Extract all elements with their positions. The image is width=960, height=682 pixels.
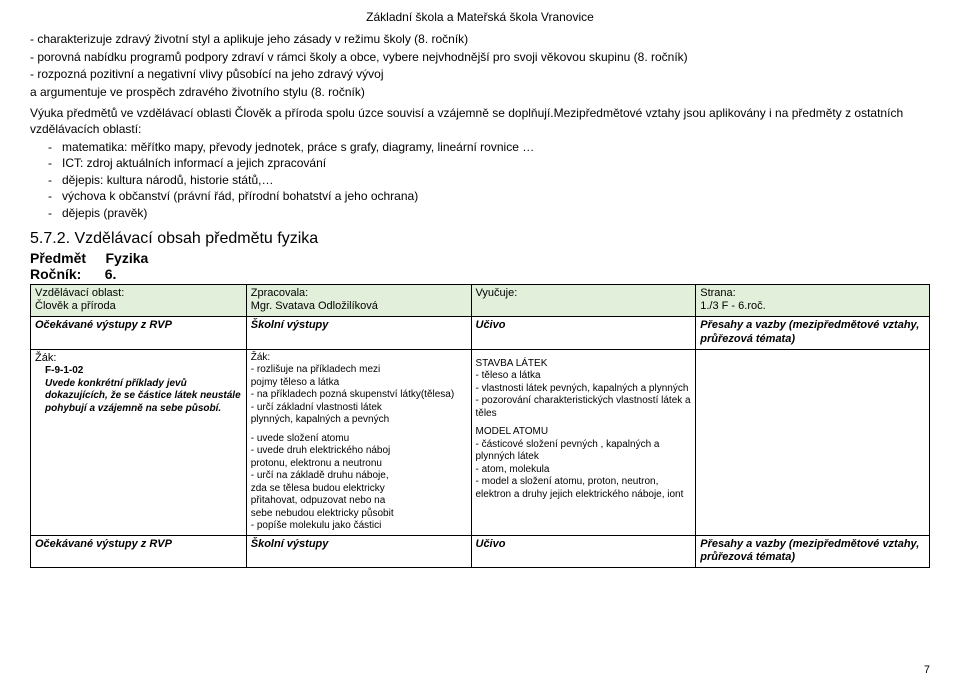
zpracovala-value: Mgr. Svatava Odložilíková xyxy=(251,300,378,312)
cell-rvp-content: Žák: F-9-1-02 Uvede konkrétní příklady j… xyxy=(31,349,247,535)
cell-presahy-content xyxy=(696,349,930,535)
col-header-skolni: Školní výstupy xyxy=(246,317,471,350)
col-header-rvp: Očekávané výstupy z RVP xyxy=(31,535,247,568)
skolni-line: - popíše molekulu jako částici xyxy=(251,520,467,533)
zak-label: Žák: xyxy=(35,352,242,366)
list-item: výchova k občanství (právní řád, přírodn… xyxy=(48,189,930,205)
skolni-line: zda se tělesa budou elektricky xyxy=(251,483,467,496)
col-header-presahy: Přesahy a vazby (mezipředmětové vztahy, … xyxy=(696,535,930,568)
col-header-ucivo: Učivo xyxy=(471,535,696,568)
ucivo-heading: MODEL ATOMU xyxy=(476,426,692,439)
list-item: matematika: měřítko mapy, převody jednot… xyxy=(48,140,930,156)
table-header-row-2: Očekávané výstupy z RVP Školní výstupy U… xyxy=(31,317,930,350)
skolni-line: - na příkladech pozná skupenství látky(t… xyxy=(251,389,467,402)
intro-paragraph: Výuka předmětů ve vzdělávací oblasti Člo… xyxy=(30,106,930,137)
rocnik-label: Ročník: xyxy=(30,266,81,282)
intro-line: a argumentuje ve prospěch zdravého život… xyxy=(30,85,930,101)
col-header-rvp: Očekávané výstupy z RVP xyxy=(31,317,247,350)
strana-value: 1./3 F - 6.roč. xyxy=(700,300,765,312)
page-header: Základní škola a Mateřská škola Vranovic… xyxy=(30,10,930,24)
cell-skolni-content: Žák: - rozlišuje na příkladech mezi pojm… xyxy=(246,349,471,535)
zak-label: Žák: xyxy=(251,352,467,365)
ucivo-line: - těleso a látka xyxy=(476,370,692,383)
skolni-line: plynných, kapalných a pevných xyxy=(251,414,467,427)
cell-zpracovala: Zpracovala: Mgr. Svatava Odložilíková xyxy=(246,284,471,317)
intro-list: matematika: měřítko mapy, převody jednot… xyxy=(48,140,930,222)
vyucuje-label: Vyučuje: xyxy=(476,287,518,299)
strana-label: Strana: xyxy=(700,287,735,299)
cell-vyucuje: Vyučuje: xyxy=(471,284,696,317)
list-item: ICT: zdroj aktuálních informací a jejich… xyxy=(48,156,930,172)
skolni-line: protonu, elektronu a neutronu xyxy=(251,458,467,471)
skolni-line: - uvede složení atomu xyxy=(251,433,467,446)
skolni-line: - uvede druh elektrického náboj xyxy=(251,445,467,458)
ucivo-line: - model a složení atomu, proton, neutron… xyxy=(476,476,692,501)
table-content-row: Žák: F-9-1-02 Uvede konkrétní příklady j… xyxy=(31,349,930,535)
predmet-line: Předmět Fyzika xyxy=(30,250,930,266)
oblast-value: Člověk a příroda xyxy=(35,300,116,312)
ucivo-line: - atom, molekula xyxy=(476,464,692,477)
list-item: dějepis (pravěk) xyxy=(48,206,930,222)
list-item: dějepis: kultura národů, historie států,… xyxy=(48,173,930,189)
col-header-skolni: Školní výstupy xyxy=(246,535,471,568)
skolni-line: - určí na základě druhu náboje, xyxy=(251,470,467,483)
intro-line: - rozpozná pozitivní a negativní vlivy p… xyxy=(30,67,930,83)
ucivo-line: - pozorování charakteristických vlastnos… xyxy=(476,395,692,420)
oblast-label: Vzdělávací oblast: xyxy=(35,287,124,299)
rocnik-value: 6. xyxy=(105,266,117,282)
cell-oblast: Vzdělávací oblast: Člověk a příroda xyxy=(31,284,247,317)
skolni-line: sebe nebudou elektricky působit xyxy=(251,508,467,521)
ucivo-line: - vlastnosti látek pevných, kapalných a … xyxy=(476,383,692,396)
rvp-code: F-9-1-02 xyxy=(45,365,242,378)
skolni-line: - určí základní vlastnosti látek xyxy=(251,402,467,415)
table-header-row-1: Vzdělávací oblast: Člověk a příroda Zpra… xyxy=(31,284,930,317)
ucivo-line: - částicové složení pevných , kapalných … xyxy=(476,439,692,464)
intro-line: - charakterizuje zdravý životní styl a a… xyxy=(30,32,930,48)
skolni-line: přitahovat, odpuzovat nebo na xyxy=(251,495,467,508)
table-header-row-3: Očekávané výstupy z RVP Školní výstupy U… xyxy=(31,535,930,568)
skolni-line: pojmy těleso a látka xyxy=(251,377,467,390)
cell-strana: Strana: 1./3 F - 6.roč. xyxy=(696,284,930,317)
intro-text-block: - charakterizuje zdravý životní styl a a… xyxy=(30,32,930,222)
predmet-label: Předmět xyxy=(30,250,86,266)
ucivo-heading: STAVBA LÁTEK xyxy=(476,358,692,371)
rocnik-line: Ročník: 6. xyxy=(30,266,930,282)
zpracovala-label: Zpracovala: xyxy=(251,287,308,299)
rvp-text: Uvede konkrétní příklady jevů dokazující… xyxy=(45,378,242,416)
cell-ucivo-content: STAVBA LÁTEK - těleso a látka - vlastnos… xyxy=(471,349,696,535)
col-header-ucivo: Učivo xyxy=(471,317,696,350)
skolni-line: - rozlišuje na příkladech mezi xyxy=(251,364,467,377)
section-heading: 5.7.2. Vzdělávací obsah předmětu fyzika xyxy=(30,230,930,248)
predmet-value: Fyzika xyxy=(105,250,148,266)
page-number: 7 xyxy=(924,664,930,676)
curriculum-table: Vzdělávací oblast: Člověk a příroda Zpra… xyxy=(30,284,930,569)
intro-line: - porovná nabídku programů podpory zdrav… xyxy=(30,50,930,66)
col-header-presahy: Přesahy a vazby (mezipředmětové vztahy, … xyxy=(696,317,930,350)
